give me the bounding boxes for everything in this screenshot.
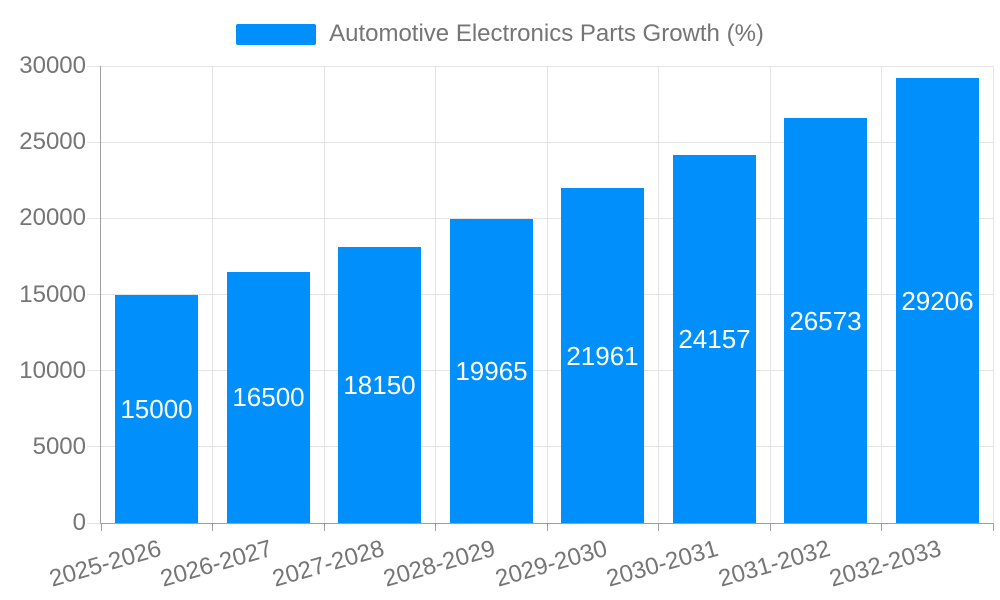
- bar[interactable]: 29206: [896, 78, 979, 523]
- y-tick-mark: [87, 217, 101, 219]
- bar-value-label: 24157: [678, 323, 751, 354]
- bar-value-label: 19965: [455, 355, 528, 386]
- legend-label: Automotive Electronics Parts Growth (%): [329, 20, 764, 47]
- bar[interactable]: 21961: [561, 188, 644, 523]
- x-tick-mark: [100, 523, 102, 531]
- x-tick-label: 2026-2027: [157, 535, 276, 593]
- x-tick-mark: [435, 523, 436, 531]
- bar-value-label: 26573: [789, 305, 862, 336]
- x-tick-label: 2031-2032: [715, 535, 834, 593]
- x-tick-label: 2032-2033: [826, 535, 945, 593]
- y-axis-line: [100, 66, 101, 524]
- bar[interactable]: 18150: [338, 246, 421, 523]
- y-tick-mark: [87, 141, 101, 143]
- x-tick-mark: [323, 523, 325, 531]
- y-tick-label: 20000: [19, 204, 86, 232]
- gridline-vertical: [992, 66, 994, 523]
- gridline-vertical: [435, 66, 436, 523]
- legend-marker: [236, 23, 317, 45]
- y-tick-mark: [87, 65, 101, 67]
- gridline-vertical: [546, 66, 548, 523]
- bar[interactable]: 19965: [450, 218, 533, 523]
- y-tick-mark: [87, 370, 101, 372]
- x-tick-label: 2029-2030: [492, 535, 611, 593]
- bar[interactable]: 15000: [115, 294, 198, 523]
- x-tick-mark: [769, 523, 771, 531]
- gridline-vertical: [881, 66, 882, 523]
- x-tick-mark: [546, 523, 548, 531]
- y-tick-mark: [87, 446, 101, 448]
- gridline-vertical: [212, 66, 213, 523]
- y-tick-label: 30000: [19, 52, 86, 79]
- x-tick-mark: [658, 523, 659, 531]
- x-tick-mark: [881, 523, 882, 531]
- y-tick-label: 10000: [19, 356, 86, 384]
- x-tick-mark: [992, 523, 994, 531]
- y-tick-mark: [87, 294, 101, 295]
- y-tick-label: 0: [72, 509, 86, 536]
- legend[interactable]: Automotive Electronics Parts Growth (%): [0, 20, 1000, 48]
- x-tick-label: 2027-2028: [269, 535, 388, 593]
- gridline-vertical: [323, 66, 325, 523]
- y-tick-mark: [87, 522, 101, 524]
- x-tick-label: 2025-2026: [46, 535, 165, 593]
- bar-value-label: 16500: [232, 382, 305, 413]
- bar[interactable]: 24157: [673, 155, 756, 523]
- y-tick-label: 15000: [19, 280, 86, 308]
- bar-value-label: 21961: [566, 340, 639, 371]
- y-tick-label: 25000: [19, 128, 86, 156]
- gridline-vertical: [769, 66, 771, 523]
- bar-value-label: 18150: [343, 369, 416, 400]
- bar[interactable]: 26573: [784, 118, 867, 523]
- bar[interactable]: 16500: [227, 271, 310, 523]
- x-tick-label: 2030-2031: [603, 535, 722, 593]
- gridline-vertical: [658, 66, 659, 523]
- x-tick-mark: [212, 523, 213, 531]
- y-tick-label: 5000: [32, 432, 86, 460]
- bar-value-label: 15000: [120, 393, 193, 424]
- x-tick-label: 2028-2029: [380, 535, 499, 593]
- bar-value-label: 29206: [901, 285, 974, 316]
- x-axis-line: [100, 523, 993, 524]
